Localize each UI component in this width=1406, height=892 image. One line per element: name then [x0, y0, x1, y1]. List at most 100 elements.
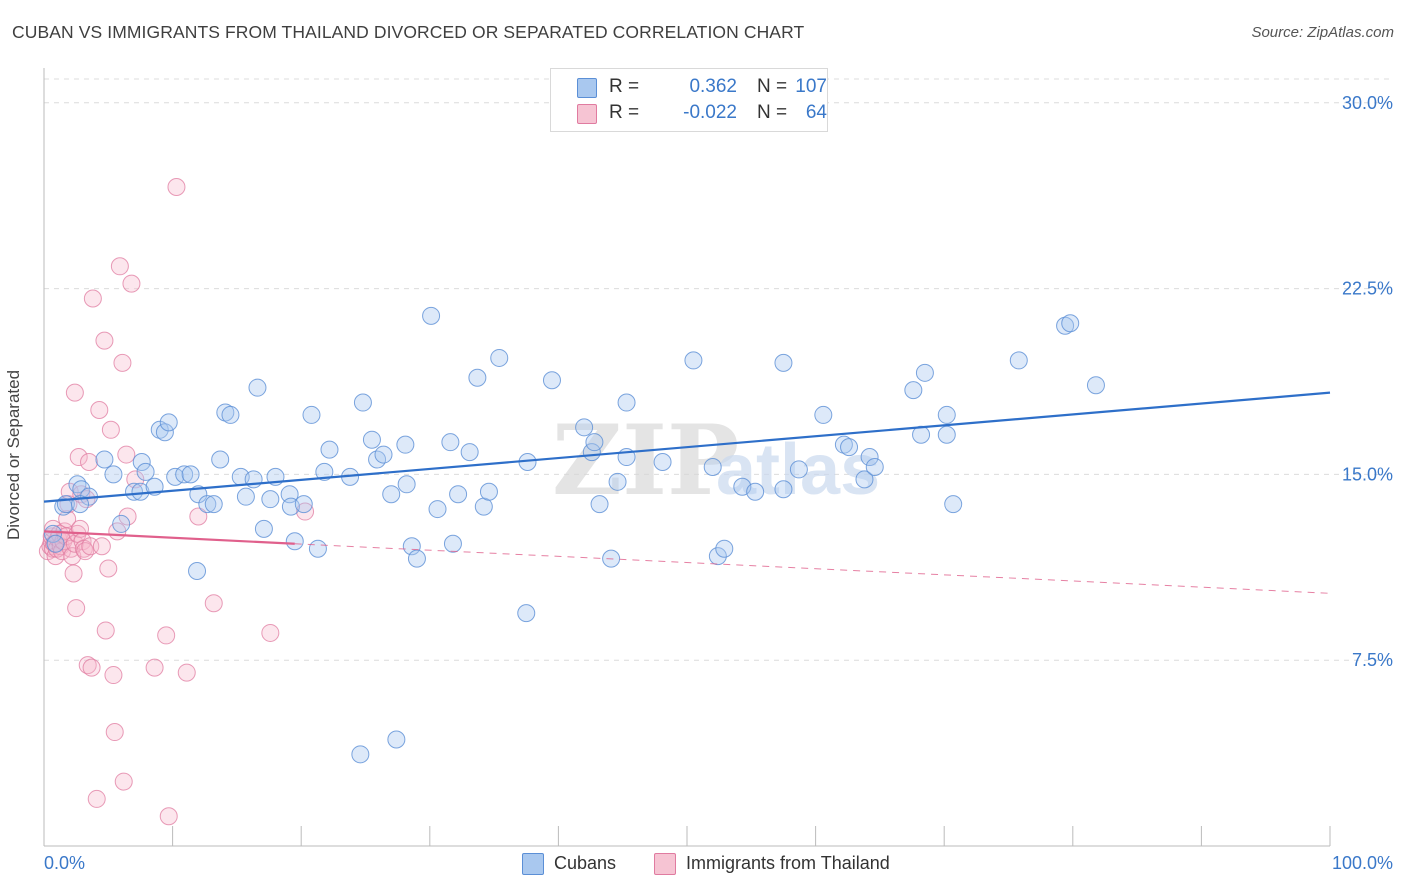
data-point-thailand: [113, 353, 132, 372]
data-point-cubans: [104, 465, 123, 484]
data-point-cubans: [308, 539, 327, 558]
data-point-cubans: [575, 418, 594, 437]
grid-lines: [44, 78, 1392, 661]
data-point-cubans: [468, 368, 487, 387]
trend-line-thailand: [43, 530, 295, 545]
data-point-cubans: [216, 403, 235, 422]
trend-line-thailand-extension: [294, 543, 1331, 594]
data-point-thailand: [145, 658, 164, 677]
data-point-cubans: [248, 378, 267, 397]
data-point-thailand: [204, 594, 223, 613]
y-tick-label: 7.5%: [1352, 650, 1393, 670]
data-point-cubans: [362, 430, 381, 449]
data-point-cubans: [175, 465, 194, 484]
trend-line-cubans: [43, 391, 1331, 503]
r-value: -0.022: [683, 102, 737, 123]
data-point-cubans: [159, 413, 178, 432]
data-point-cubans: [789, 460, 808, 479]
data-point-cubans: [374, 445, 393, 464]
data-point-thailand: [64, 564, 83, 583]
data-point-cubans: [353, 393, 372, 412]
trend-lines: [43, 391, 1331, 594]
data-point-cubans: [155, 423, 174, 442]
data-point-cubans: [46, 534, 65, 553]
data-point-cubans: [708, 547, 727, 566]
data-point-cubans: [150, 420, 169, 439]
data-point-cubans: [915, 363, 934, 382]
data-point-cubans: [542, 371, 561, 390]
data-point-cubans: [1009, 351, 1028, 370]
data-point-cubans: [715, 539, 734, 558]
data-point-cubans: [294, 495, 313, 514]
n-value: 64: [805, 102, 827, 123]
legend-label-cubans: Cubans: [554, 853, 617, 873]
n-value: 107: [795, 76, 827, 97]
data-point-thailand: [95, 331, 114, 350]
data-point-thailand: [177, 663, 196, 682]
data-point-thailand: [104, 666, 123, 685]
data-point-thailand: [261, 623, 280, 642]
data-point-cubans: [1056, 316, 1075, 335]
r-label: R =: [609, 76, 640, 97]
data-point-cubans: [617, 393, 636, 412]
data-point-cubans: [112, 514, 131, 533]
data-point-cubans: [204, 495, 223, 514]
data-point-cubans: [834, 435, 853, 454]
data-point-cubans: [937, 405, 956, 424]
data-point-thailand: [189, 507, 208, 526]
data-point-cubans: [1086, 376, 1105, 395]
data-point-cubans: [351, 745, 370, 764]
x-tick-label: 0.0%: [44, 853, 85, 873]
data-point-cubans: [236, 487, 255, 506]
data-point-thailand: [92, 537, 111, 556]
data-point-cubans: [944, 495, 963, 514]
x-tick-label: 100.0%: [1332, 853, 1393, 873]
data-point-cubans: [188, 562, 207, 581]
data-point-cubans: [441, 433, 460, 452]
data-point-cubans: [865, 457, 884, 476]
data-point-thailand: [118, 507, 137, 526]
data-point-cubans: [443, 534, 462, 553]
data-point-cubans: [684, 351, 703, 370]
legend-swatch-thailand: [654, 853, 676, 875]
data-point-cubans: [387, 730, 406, 749]
data-point-cubans: [396, 435, 415, 454]
data-point-cubans: [422, 306, 441, 325]
data-point-cubans: [397, 475, 416, 494]
data-point-cubans: [460, 443, 479, 462]
data-point-cubans: [428, 500, 447, 519]
data-point-thailand: [157, 626, 176, 645]
data-point-cubans: [125, 482, 144, 501]
data-point-thailand: [167, 178, 186, 197]
data-point-thailand: [117, 445, 136, 464]
data-point-cubans: [590, 495, 609, 514]
data-point-cubans: [517, 604, 536, 623]
legend-swatch-thailand: [577, 104, 597, 124]
data-point-thailand: [159, 807, 178, 826]
data-point-thailand: [96, 621, 115, 640]
data-point-thailand: [99, 559, 118, 578]
data-point-cubans: [774, 353, 793, 372]
data-point-cubans: [585, 433, 604, 452]
tick-labels: 7.5% 15.0% 22.5% 30.0% 0.0% 100.0%: [44, 93, 1393, 873]
n-label: N =: [757, 102, 788, 123]
data-point-cubans: [449, 485, 468, 504]
data-point-thailand: [296, 502, 315, 521]
data-point-thailand: [110, 257, 129, 276]
legend-swatch-cubans: [577, 78, 597, 98]
data-point-cubans: [1061, 314, 1080, 333]
data-point-thailand: [82, 658, 101, 677]
data-point-thailand: [67, 599, 86, 618]
data-point-cubans: [937, 425, 956, 444]
data-point-cubans: [320, 440, 339, 459]
source-label: Source: ZipAtlas.com: [1251, 24, 1394, 41]
legend-series: Cubans Immigrants from Thailand: [0, 852, 1406, 878]
data-point-cubans: [221, 405, 240, 424]
data-point-cubans: [814, 405, 833, 424]
data-point-thailand: [83, 289, 102, 308]
data-point-thailand: [69, 448, 88, 467]
data-point-cubans: [904, 381, 923, 400]
y-tick-label: 30.0%: [1342, 93, 1393, 113]
series-thailand-points: [38, 178, 315, 826]
